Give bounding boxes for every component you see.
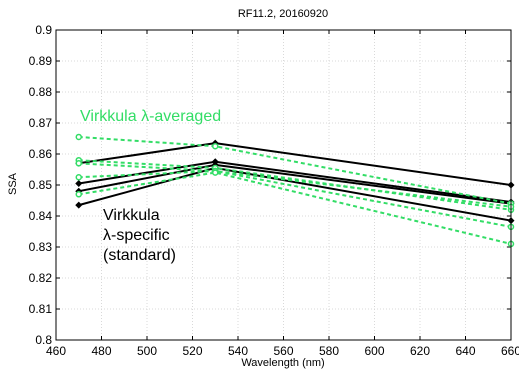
x-tick-label: 540 xyxy=(228,344,248,358)
y-tick-label: 0.84 xyxy=(29,209,53,223)
data-point xyxy=(212,169,219,176)
annotations: Virkkula λ-averaged Virkkula λ-specific (st… xyxy=(80,108,221,264)
x-tick-label: 620 xyxy=(410,344,430,358)
data-point xyxy=(75,174,82,181)
y-tick-label: 0.83 xyxy=(29,240,53,254)
x-tick-label: 480 xyxy=(91,344,111,358)
data-point xyxy=(75,201,83,209)
y-tick-label: 0.8 xyxy=(35,333,52,347)
annotation-text: (standard) xyxy=(103,247,176,264)
x-tick-label: 580 xyxy=(319,344,339,358)
y-tick-label: 0.88 xyxy=(29,85,53,99)
x-tick-label: 600 xyxy=(364,344,384,358)
x-tick-label: 640 xyxy=(455,344,475,358)
x-tick-label: 660 xyxy=(501,344,519,358)
grid-lines xyxy=(55,29,512,341)
x-axis-title: Wavelength (nm) xyxy=(241,357,324,369)
annotation-text: λ-specific xyxy=(103,227,170,244)
plot-area xyxy=(56,30,511,340)
data-point xyxy=(212,143,219,150)
series-layer xyxy=(75,133,515,248)
x-tick-label: 500 xyxy=(137,344,157,358)
data-point xyxy=(75,191,82,198)
chart-title: RF11.2, 20160920 xyxy=(238,8,328,20)
y-tick-label: 0.9 xyxy=(35,23,52,37)
data-point xyxy=(75,179,83,187)
data-point xyxy=(75,160,82,167)
x-tick-label: 460 xyxy=(46,344,66,358)
y-tick-label: 0.89 xyxy=(29,54,53,68)
y-axis-title: SSA xyxy=(7,172,19,195)
series-averaged-0 xyxy=(75,133,515,207)
y-tick-label: 0.85 xyxy=(29,178,53,192)
annotation-text: Virkkula λ-averaged xyxy=(80,108,221,125)
axis-ticks: 460 480 500 520 540 560 580 600 620 640 660 0.8 0.81… xyxy=(29,23,519,358)
y-tick-label: 0.87 xyxy=(29,116,53,130)
y-tick-label: 0.86 xyxy=(29,147,53,161)
annotation-text: Virkkula xyxy=(103,207,160,224)
data-point xyxy=(75,133,82,141)
plot-frame xyxy=(55,29,512,341)
x-tick-label: 520 xyxy=(182,344,202,358)
y-tick-label: 0.82 xyxy=(29,271,53,285)
x-tick-label: 560 xyxy=(273,344,293,358)
y-tick-label: 0.81 xyxy=(29,302,53,316)
